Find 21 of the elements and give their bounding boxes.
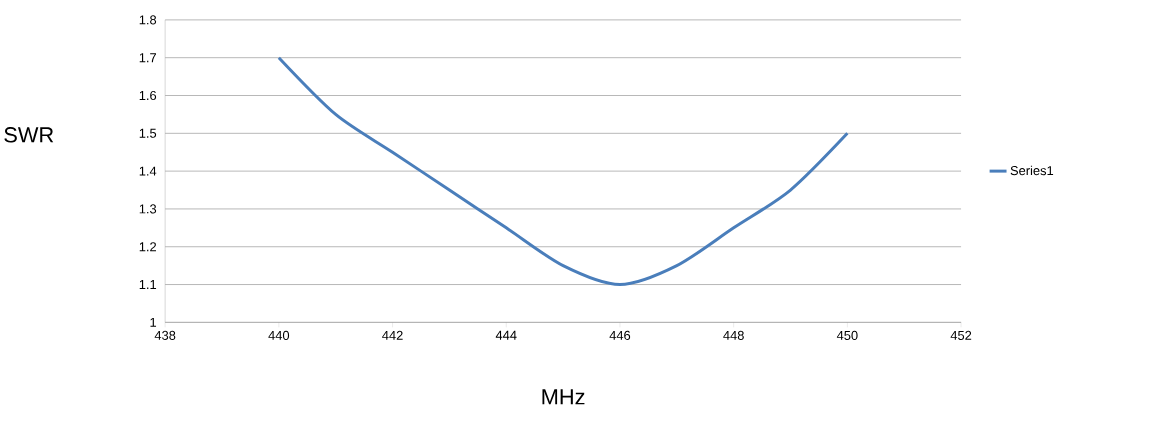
y-tick-label: 1.7 xyxy=(139,53,157,63)
x-tick-label: 438 xyxy=(154,330,176,341)
x-tick-label: 452 xyxy=(950,330,972,341)
line-series xyxy=(277,56,849,287)
x-tick-label: 448 xyxy=(723,330,744,341)
y-tick-label: 1.5 xyxy=(139,128,157,138)
x-tick-label: 444 xyxy=(495,330,517,340)
x-tick-label: 442 xyxy=(382,330,403,340)
x-tick-label: 450 xyxy=(836,330,858,341)
legend-label: Series1 xyxy=(1010,165,1054,176)
y-tick-label: 1.6 xyxy=(139,91,157,101)
x-tick-label: 440 xyxy=(268,330,290,341)
y-tick-label: 1.4 xyxy=(139,166,157,176)
y-axis-title: SWR xyxy=(4,127,54,143)
y-tick-label: 1 xyxy=(150,318,157,327)
x-tick-label: 446 xyxy=(609,330,631,341)
y-tick-label: 1.3 xyxy=(139,204,157,214)
x-axis-title: MHz xyxy=(542,389,585,405)
y-tick-label: 1.8 xyxy=(139,15,157,25)
y-tick-label: 1.1 xyxy=(139,280,157,290)
y-tick-label: 1.2 xyxy=(139,242,157,252)
